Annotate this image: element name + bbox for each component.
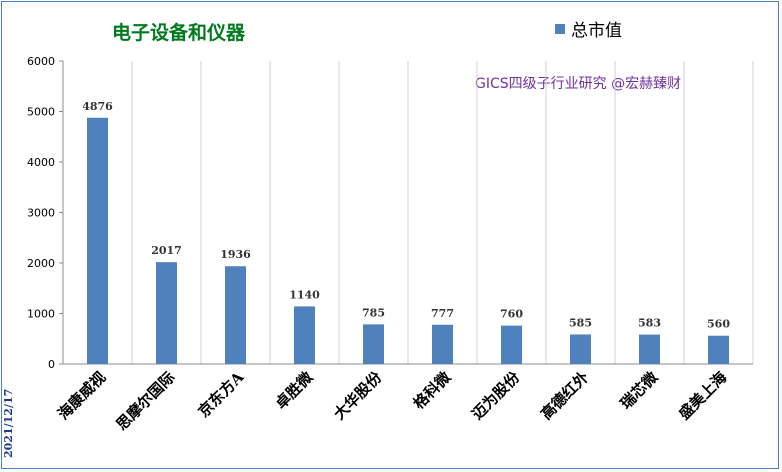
chart-title: 电子设备和仪器 <box>112 22 246 44</box>
data-label: 785 <box>362 306 385 319</box>
category-label: 卓胜微 <box>272 367 317 412</box>
bar <box>87 117 108 365</box>
y-tick-label: 0 <box>48 358 55 371</box>
category-label: 大华股份 <box>330 367 386 423</box>
data-label: 560 <box>707 318 730 331</box>
y-tick-label: 5000 <box>27 106 55 119</box>
data-label: 1140 <box>289 288 320 301</box>
bar <box>294 306 315 364</box>
bar <box>570 334 591 364</box>
category-label: 京东方A <box>195 368 248 421</box>
y-tick-label: 6000 <box>27 55 55 68</box>
data-label: 777 <box>431 307 454 320</box>
data-label: 1936 <box>220 248 251 261</box>
data-label: 760 <box>500 308 523 321</box>
bar <box>156 262 177 364</box>
category-label: 格科微 <box>410 367 455 412</box>
legend-swatch <box>555 23 565 34</box>
bar <box>708 335 729 364</box>
y-tick-label: 4000 <box>27 156 55 169</box>
category-label: 盛美上海 <box>675 368 730 423</box>
bar <box>501 325 522 364</box>
legend: 总市值 <box>555 16 622 41</box>
category-label: 迈为股份 <box>468 367 524 423</box>
y-tick-label: 2000 <box>27 257 55 270</box>
category-label: 高德红外 <box>537 368 592 423</box>
bar <box>363 324 384 364</box>
legend-label: 总市值 <box>571 21 622 41</box>
y-tick-label: 1000 <box>27 308 55 321</box>
category-label: 海康威视 <box>54 368 109 423</box>
bar <box>432 324 453 364</box>
category-label: 瑞芯微 <box>617 367 662 412</box>
category-label: 思摩尔国际 <box>113 368 179 434</box>
watermark-annotation: GICS四级子行业研究 @宏赫臻财 <box>475 76 682 92</box>
data-label: 585 <box>569 316 592 329</box>
bar <box>225 266 246 364</box>
data-label: 4876 <box>82 100 113 113</box>
data-label: 2017 <box>151 244 182 257</box>
y-tick-label: 3000 <box>27 207 55 220</box>
bar <box>639 334 660 364</box>
data-label: 583 <box>638 317 661 330</box>
